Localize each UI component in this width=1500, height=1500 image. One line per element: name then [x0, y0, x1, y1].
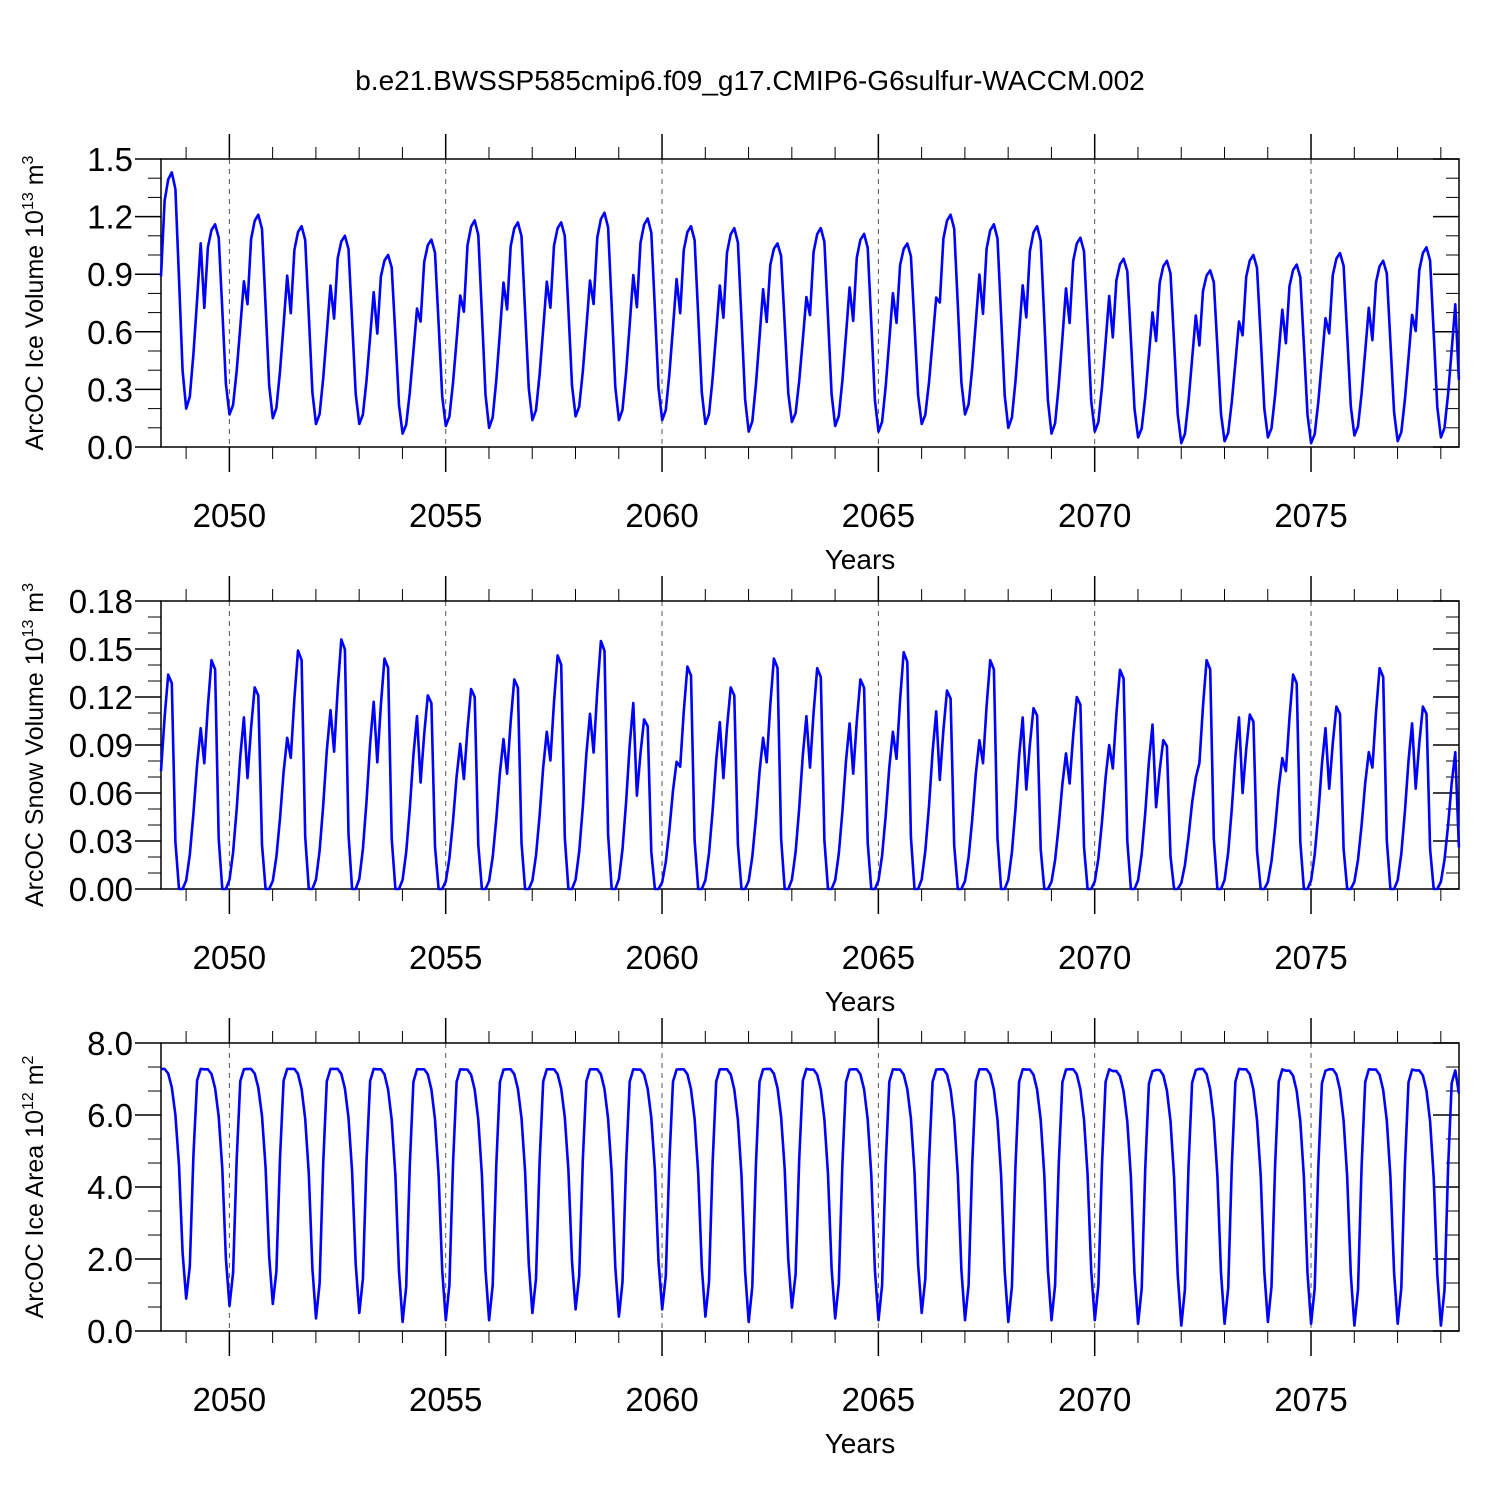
- y-label-exponent: 13: [20, 620, 37, 638]
- x-tick-label: 2050: [193, 1381, 266, 1418]
- y-tick-label: 0.18: [69, 583, 133, 620]
- y-tick-label: 6.0: [87, 1097, 133, 1134]
- y-label-exponent: 3: [20, 583, 37, 592]
- y-label-text: ArcOC Ice Volume 10: [21, 210, 49, 450]
- y-label-text: ArcOC Snow Volume 10: [21, 637, 49, 907]
- y-tick-label: 0.12: [69, 679, 133, 716]
- y-tick-label: 0.0: [87, 429, 133, 466]
- series-line: [159, 638, 1461, 891]
- y-axis-label: ArcOC Ice Area 1012 m2: [20, 1055, 49, 1318]
- y-label-exponent: 13: [20, 192, 37, 210]
- y-tick-label: 0.6: [87, 314, 133, 351]
- x-tick-label: 2050: [193, 939, 266, 976]
- x-tick-label: 2070: [1058, 497, 1131, 534]
- x-tick-label: 2075: [1274, 1381, 1347, 1418]
- y-tick-label: 0.15: [69, 631, 133, 668]
- y-tick-label: 1.5: [87, 141, 133, 178]
- chart-title: b.e21.BWSSP585cmip6.f09_g17.CMIP6-G6sulf…: [355, 65, 1145, 96]
- x-tick-label: 2065: [842, 939, 915, 976]
- x-axis-label: Years: [825, 544, 896, 575]
- y-tick-label: 2.0: [87, 1241, 133, 1278]
- x-tick-label: 2060: [625, 1381, 698, 1418]
- y-tick-label: 0.9: [87, 256, 133, 293]
- series-line: [161, 1067, 1461, 1327]
- x-tick-label: 2065: [842, 1381, 915, 1418]
- y-tick-label: 8.0: [87, 1025, 133, 1062]
- x-tick-label: 2060: [625, 497, 698, 534]
- y-tick-label: 0.03: [69, 823, 133, 860]
- y-label-text: m: [21, 164, 49, 192]
- y-tick-label: 1.2: [87, 199, 133, 236]
- x-tick-label: 2060: [625, 939, 698, 976]
- x-tick-label: 2055: [409, 497, 482, 534]
- y-label-text: ArcOC Ice Area 10: [21, 1110, 49, 1318]
- x-tick-label: 2075: [1274, 497, 1347, 534]
- y-label-text: m: [21, 1064, 49, 1092]
- x-axis-label: Years: [825, 986, 896, 1017]
- snow-volume-panel: 2050 2055 2060 2065 2070 2075 0.00 0.03 0.06 0.09…: [20, 576, 1461, 1017]
- x-tick-label: 2070: [1058, 939, 1131, 976]
- y-tick-label: 0.06: [69, 775, 133, 812]
- x-tick-label: 2075: [1274, 939, 1347, 976]
- y-label-exponent: 3: [20, 155, 37, 164]
- x-axis-label: Years: [825, 1428, 896, 1459]
- plot-frame: [160, 600, 1460, 890]
- y-tick-label: 0.3: [87, 371, 133, 408]
- x-tick-label: 2055: [409, 939, 482, 976]
- x-tick-label: 2055: [409, 1381, 482, 1418]
- x-tick-label: 2050: [193, 497, 266, 534]
- series-line: [159, 171, 1461, 445]
- y-tick-label: 0.0: [87, 1313, 133, 1350]
- plot-frame: [160, 158, 1460, 448]
- x-tick-label: 2070: [1058, 1381, 1131, 1418]
- y-tick-label: 0.00: [69, 871, 133, 908]
- ice-volume-panel: 2050 2055 2060 2065 2070 2075 0.0 0.3 0.6 0.9 1.2 1…: [20, 134, 1461, 575]
- y-label-exponent: 12: [20, 1092, 37, 1110]
- y-label-exponent: 2: [20, 1055, 37, 1064]
- y-axis-label: ArcOC Snow Volume 1013 m3: [20, 583, 49, 907]
- y-tick-label: 0.09: [69, 727, 133, 764]
- y-label-text: m: [21, 592, 49, 620]
- y-axis-label: ArcOC Ice Volume 1013 m3: [20, 155, 49, 450]
- x-tick-label: 2065: [842, 497, 915, 534]
- ice-area-panel: 2050 2055 2060 2065 2070 2075 0.0 2.0 4.0 6.0 8.0 Y…: [20, 1018, 1461, 1459]
- y-tick-label: 4.0: [87, 1169, 133, 1206]
